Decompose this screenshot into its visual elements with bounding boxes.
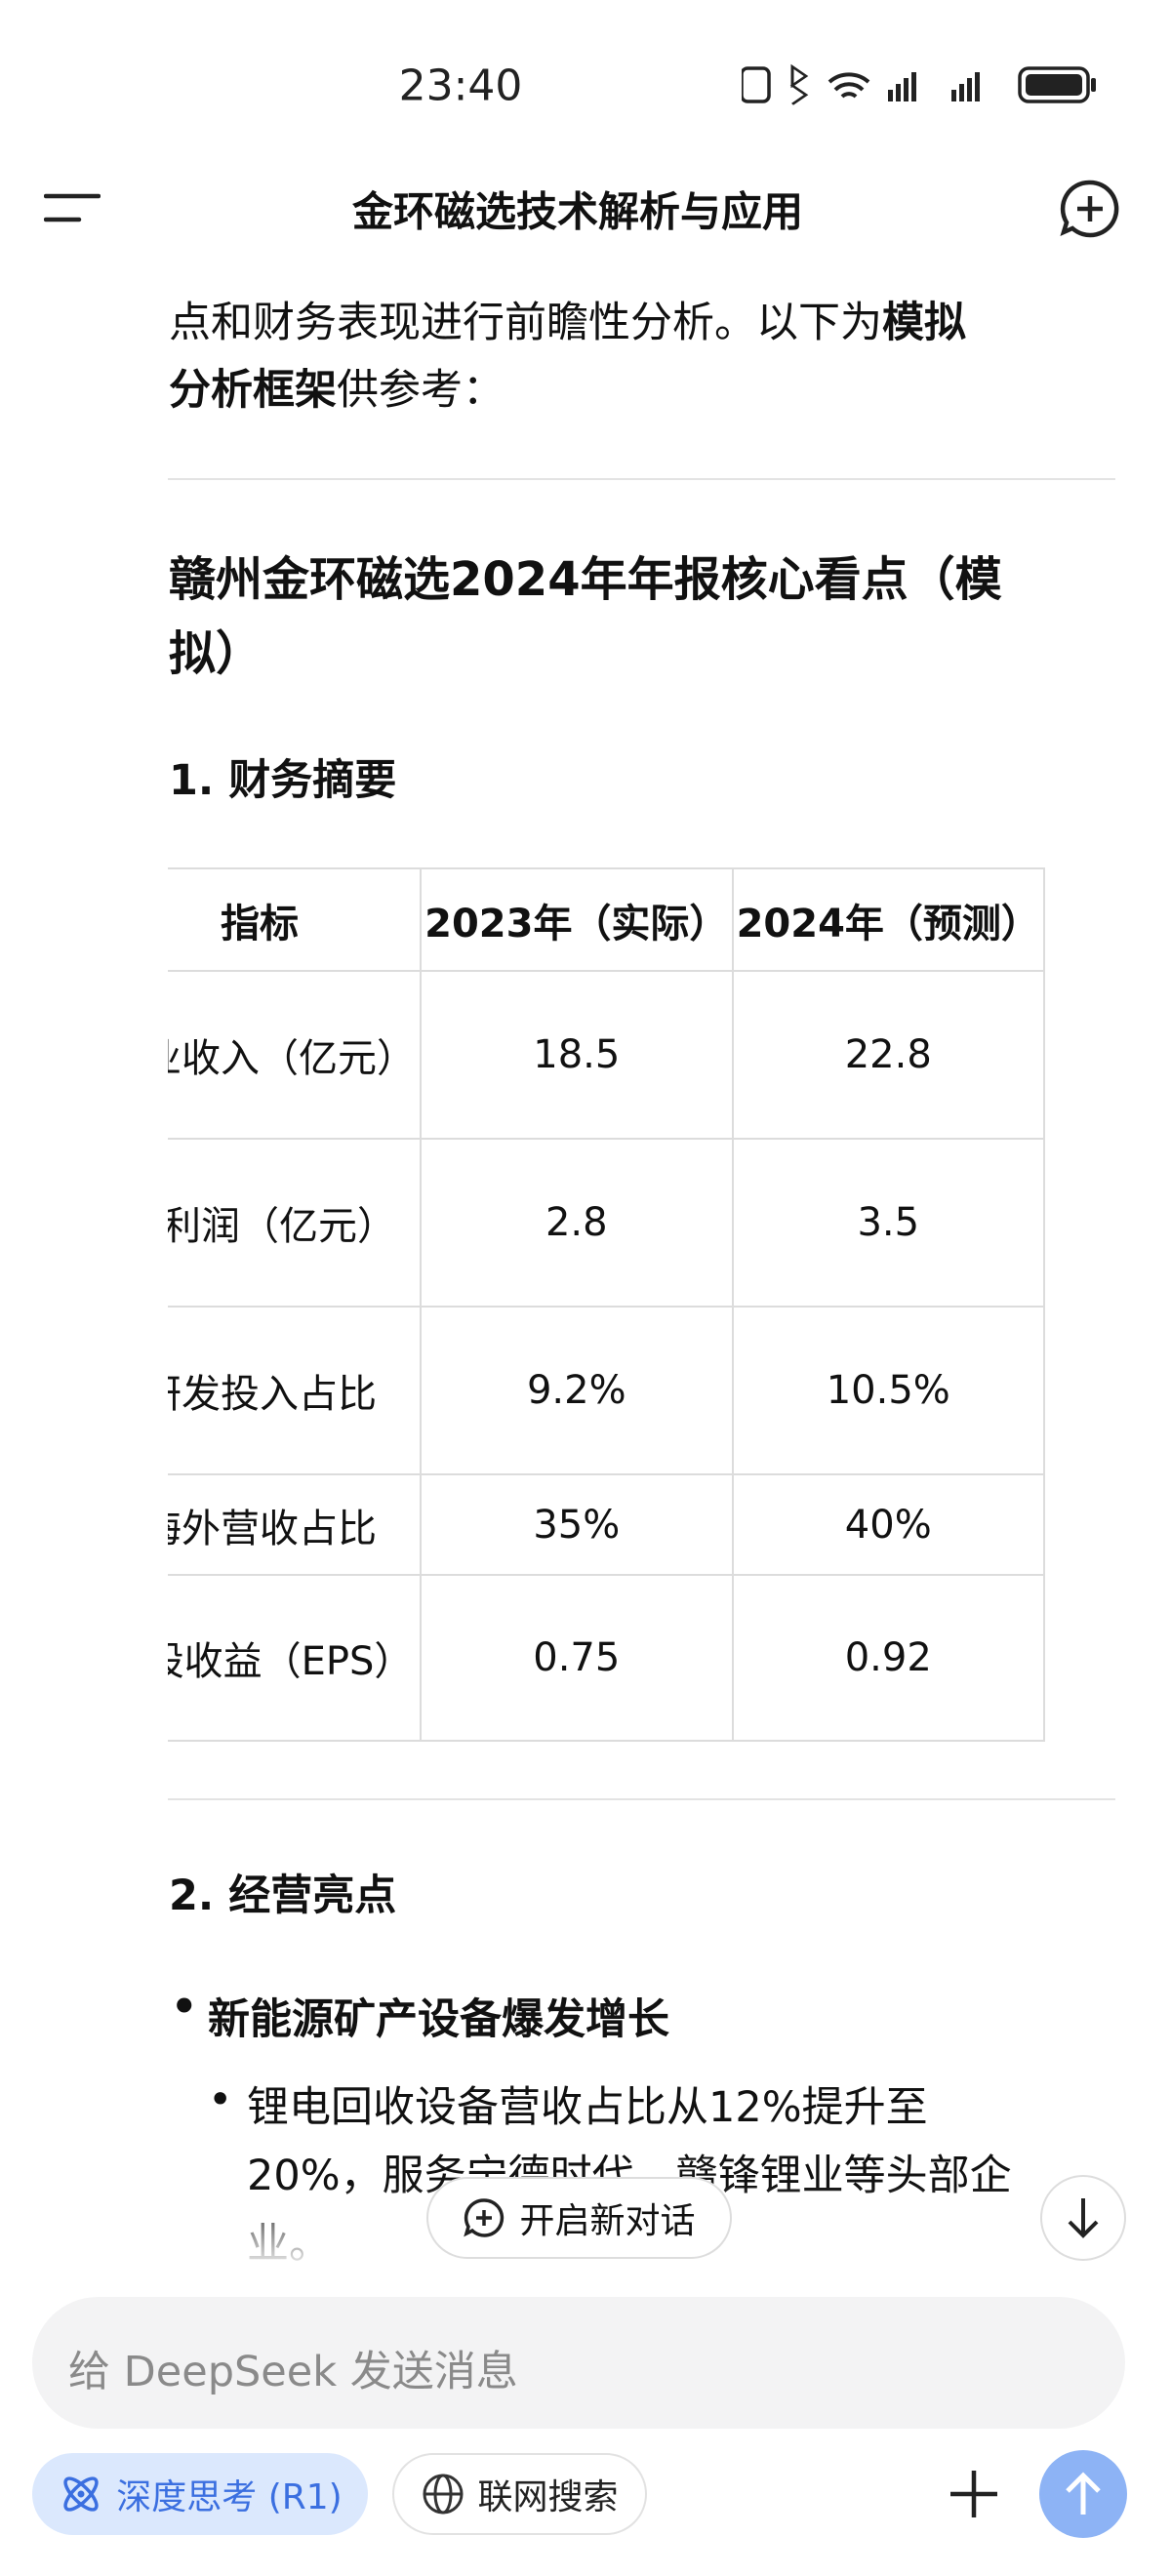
button-label: 联网搜索 — [477, 2477, 619, 2517]
intro-line: 分析框架供参考： — [169, 357, 505, 424]
table-cell: 18.5 — [420, 970, 734, 1140]
table-cell: 10.5% — [731, 1306, 1046, 1475]
input-placeholder: 给 DeepSeek 发送消息 — [68, 2348, 518, 2396]
table-row: 每股收益（EPS）0.750.92 — [168, 1574, 1046, 1742]
table-cell: 营业收入（亿元） — [168, 970, 423, 1140]
top-bar — [0, 0, 1171, 278]
table-row: 海外营收占比35%40% — [168, 1473, 1046, 1576]
attach-button[interactable] — [947, 2467, 1001, 2521]
status-time: 23:40 — [398, 60, 523, 111]
table-cell: 2.8 — [420, 1138, 734, 1308]
web-search-button[interactable]: 联网搜索 — [392, 2453, 647, 2535]
new-chat-button[interactable]: 开启新对话 — [426, 2177, 732, 2259]
table-header: 指标 — [168, 867, 423, 972]
table-cell: 3.5 — [731, 1138, 1046, 1308]
button-label: 开启新对话 — [519, 2201, 696, 2241]
table-cell: 净利润（亿元） — [168, 1138, 423, 1308]
table-cell: 海外营收占比 — [168, 1473, 423, 1576]
heading-line: 拟） — [169, 626, 263, 681]
section-title: 1. 财务摘要 — [169, 756, 397, 805]
table-cell: 研发投入占比 — [168, 1306, 423, 1475]
table-cell: 9.2% — [420, 1306, 734, 1475]
bold-text: 模拟 — [882, 299, 966, 347]
section-title: 2. 经营亮点 — [169, 1872, 397, 1920]
sub-bullet: 锂电回收设备营收占比从12%提升至 20%，服务宁德时代、赣锋锂业等头部企 业。 — [247, 2073, 1012, 2278]
send-button[interactable] — [1039, 2450, 1127, 2538]
bold-text: 分析框架 — [169, 366, 337, 415]
table-row: 净利润（亿元）2.83.5 — [168, 1138, 1046, 1308]
table-header: 2023年（实际） — [420, 867, 734, 972]
message-input[interactable] — [32, 2297, 1125, 2429]
table-row: 研发投入占比9.2%10.5% — [168, 1306, 1046, 1475]
globe-icon — [423, 2474, 464, 2515]
new-chat-header-button[interactable] — [1059, 178, 1121, 240]
table-cell: 40% — [731, 1473, 1046, 1576]
menu-button[interactable] — [44, 190, 101, 225]
table-cell: 22.8 — [731, 970, 1046, 1140]
bullet: • — [208, 2075, 233, 2124]
status-icons — [742, 63, 1096, 105]
intro-line: 点和财务表现进行前瞻性分析。以下为模拟 — [169, 290, 966, 357]
atom-icon — [63, 2476, 99, 2512]
text: 供参考： — [337, 366, 505, 415]
table: 指标 2023年（实际） 2024年（预测） 营业收入（亿元）18.522.8净… — [168, 867, 1046, 1742]
bullet-text: 新能源矿产设备爆发增长 — [208, 1995, 669, 2044]
scroll-down-button[interactable] — [1038, 2173, 1128, 2263]
table-container: 指标 2023年（实际） 2024年（预测） 营业收入（亿元）18.522.8净… — [168, 867, 1115, 1744]
table-row: 营业收入（亿元）18.522.8 — [168, 970, 1046, 1140]
table-cell: 0.75 — [420, 1574, 734, 1742]
page-title: 金环磁选技术解析与应用 — [351, 187, 804, 236]
heading-line: 赣州金环磁选2024年年报核心看点（模 — [169, 552, 1002, 607]
table-header: 2024年（预测） — [731, 867, 1046, 972]
text-line: 锂电回收设备营收占比从12%提升至 — [247, 2083, 928, 2132]
divider — [168, 478, 1115, 480]
bullet: • — [171, 1983, 198, 2032]
table-body: 营业收入（亿元）18.522.8净利润（亿元）2.83.5研发投入占比9.2%1… — [168, 970, 1046, 1742]
table-cell: 35% — [420, 1473, 734, 1576]
new-chat-icon — [464, 2198, 505, 2237]
text: 点和财务表现进行前瞻性分析。以下为 — [169, 299, 882, 347]
button-label: 深度思考 (R1) — [116, 2477, 343, 2517]
table-cell: 每股收益（EPS） — [168, 1574, 423, 1742]
deep-think-button[interactable]: 深度思考 (R1) — [32, 2453, 368, 2535]
divider — [168, 1798, 1115, 1800]
heading: 赣州金环磁选2024年年报核心看点（模 拟） — [169, 543, 1002, 691]
table-cell: 0.92 — [731, 1574, 1046, 1742]
